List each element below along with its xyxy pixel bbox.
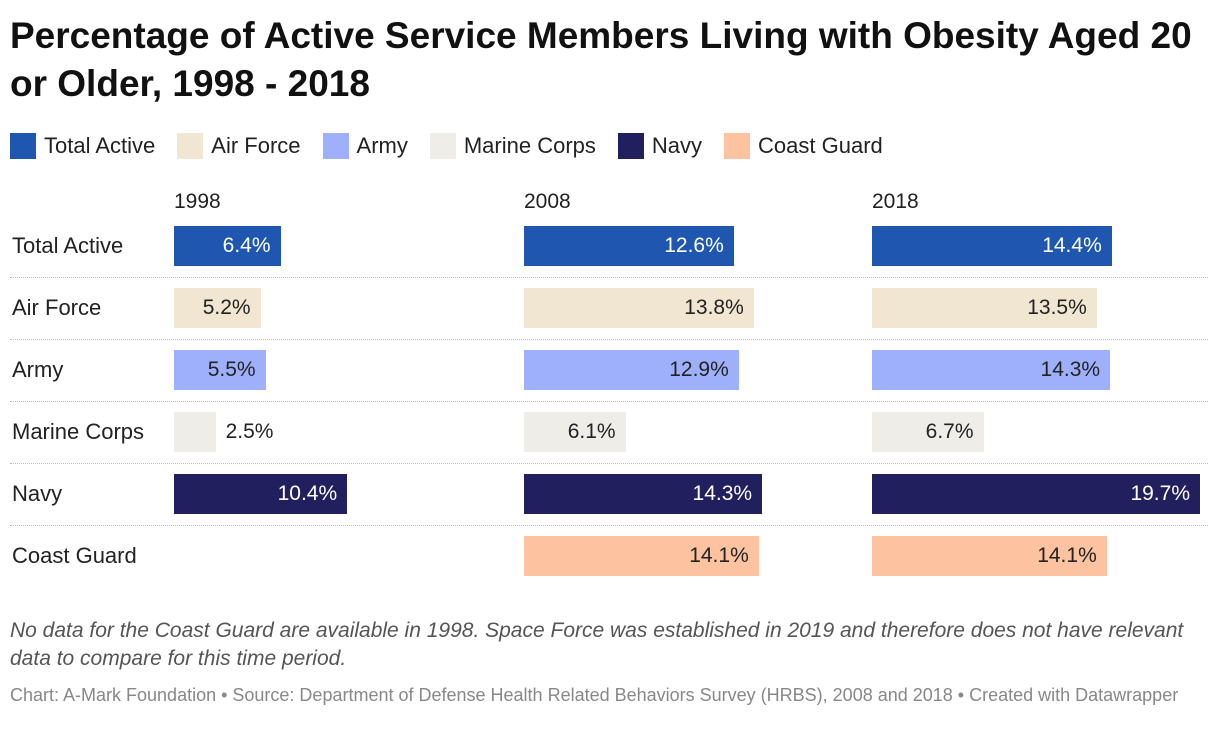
legend-swatch (322, 133, 349, 159)
bar (174, 350, 266, 390)
value-label: 13.8% (684, 296, 744, 319)
value-label: 12.9% (669, 358, 729, 381)
value-label: 6.1% (567, 420, 616, 443)
row-label: Air Force (12, 295, 102, 320)
bar (524, 536, 759, 576)
legend-item: Air Force (177, 133, 301, 159)
bar (174, 288, 261, 328)
row-label: Marine Corps (12, 419, 145, 444)
separator (10, 525, 1208, 526)
source: Chart: A-Mark Foundation • Source: Depar… (10, 685, 1179, 705)
separator (10, 277, 1208, 278)
legend-swatch (617, 133, 644, 159)
bar (174, 474, 348, 514)
value-label: 2.5% (225, 420, 274, 443)
value-label: 14.3% (692, 482, 753, 505)
value-label: 10.4% (277, 482, 338, 505)
row-label: Total Active (12, 233, 124, 258)
value-label: 13.5% (1027, 296, 1087, 319)
bar (872, 226, 1112, 266)
column-header: 2018 (872, 190, 919, 213)
value-label: 6.4% (222, 234, 271, 257)
value-label: 19.7% (1130, 482, 1190, 505)
legend-label: Coast Guard (758, 133, 883, 158)
value-label: 14.3% (1040, 358, 1101, 381)
legend-item: Total Active (10, 133, 155, 159)
bar (524, 474, 763, 514)
bar (174, 412, 216, 452)
legend-item: Marine Corps (429, 133, 596, 159)
legend-item: Coast Guard (724, 133, 883, 159)
bar (872, 288, 1097, 328)
value-label: 14.1% (689, 544, 749, 567)
column-header: 2008 (524, 190, 571, 213)
legend-label: Total Active (44, 133, 156, 158)
value-label: 6.7% (925, 420, 974, 443)
chart-title: Percentage of Active Service Members Liv… (10, 15, 1192, 104)
value-label: 12.6% (664, 234, 724, 257)
legend-label: Marine Corps (463, 133, 596, 158)
value-label: 5.2% (202, 296, 251, 319)
bar (872, 412, 984, 452)
legend-swatch (177, 133, 204, 159)
row-label: Navy (12, 481, 63, 506)
bar (872, 474, 1200, 514)
note: No data for the Coast Guard are availabl… (10, 619, 1184, 670)
legend-label: Air Force (211, 133, 301, 158)
bar (524, 288, 754, 328)
legend-label: Navy (651, 133, 703, 158)
legend-item: Army (322, 133, 408, 159)
value-label: 14.1% (1037, 544, 1097, 567)
separator (10, 463, 1208, 464)
legend-swatch (10, 133, 36, 159)
bar (872, 350, 1111, 390)
bar (524, 412, 626, 452)
legend-swatch (429, 133, 456, 159)
row-label: Army (12, 357, 64, 382)
row-label: Coast Guard (12, 543, 137, 568)
legend-item: Navy (617, 133, 703, 159)
separator (10, 401, 1208, 402)
legend-label: Army (356, 133, 408, 158)
bar (524, 226, 734, 266)
value-label: 14.4% (1042, 234, 1102, 257)
value-label: 5.5% (207, 358, 256, 381)
legend-swatch (724, 133, 751, 159)
column-header: 1998 (174, 190, 221, 213)
bar (524, 350, 739, 390)
bar (872, 536, 1107, 576)
separator (10, 339, 1208, 340)
bar (174, 226, 281, 266)
